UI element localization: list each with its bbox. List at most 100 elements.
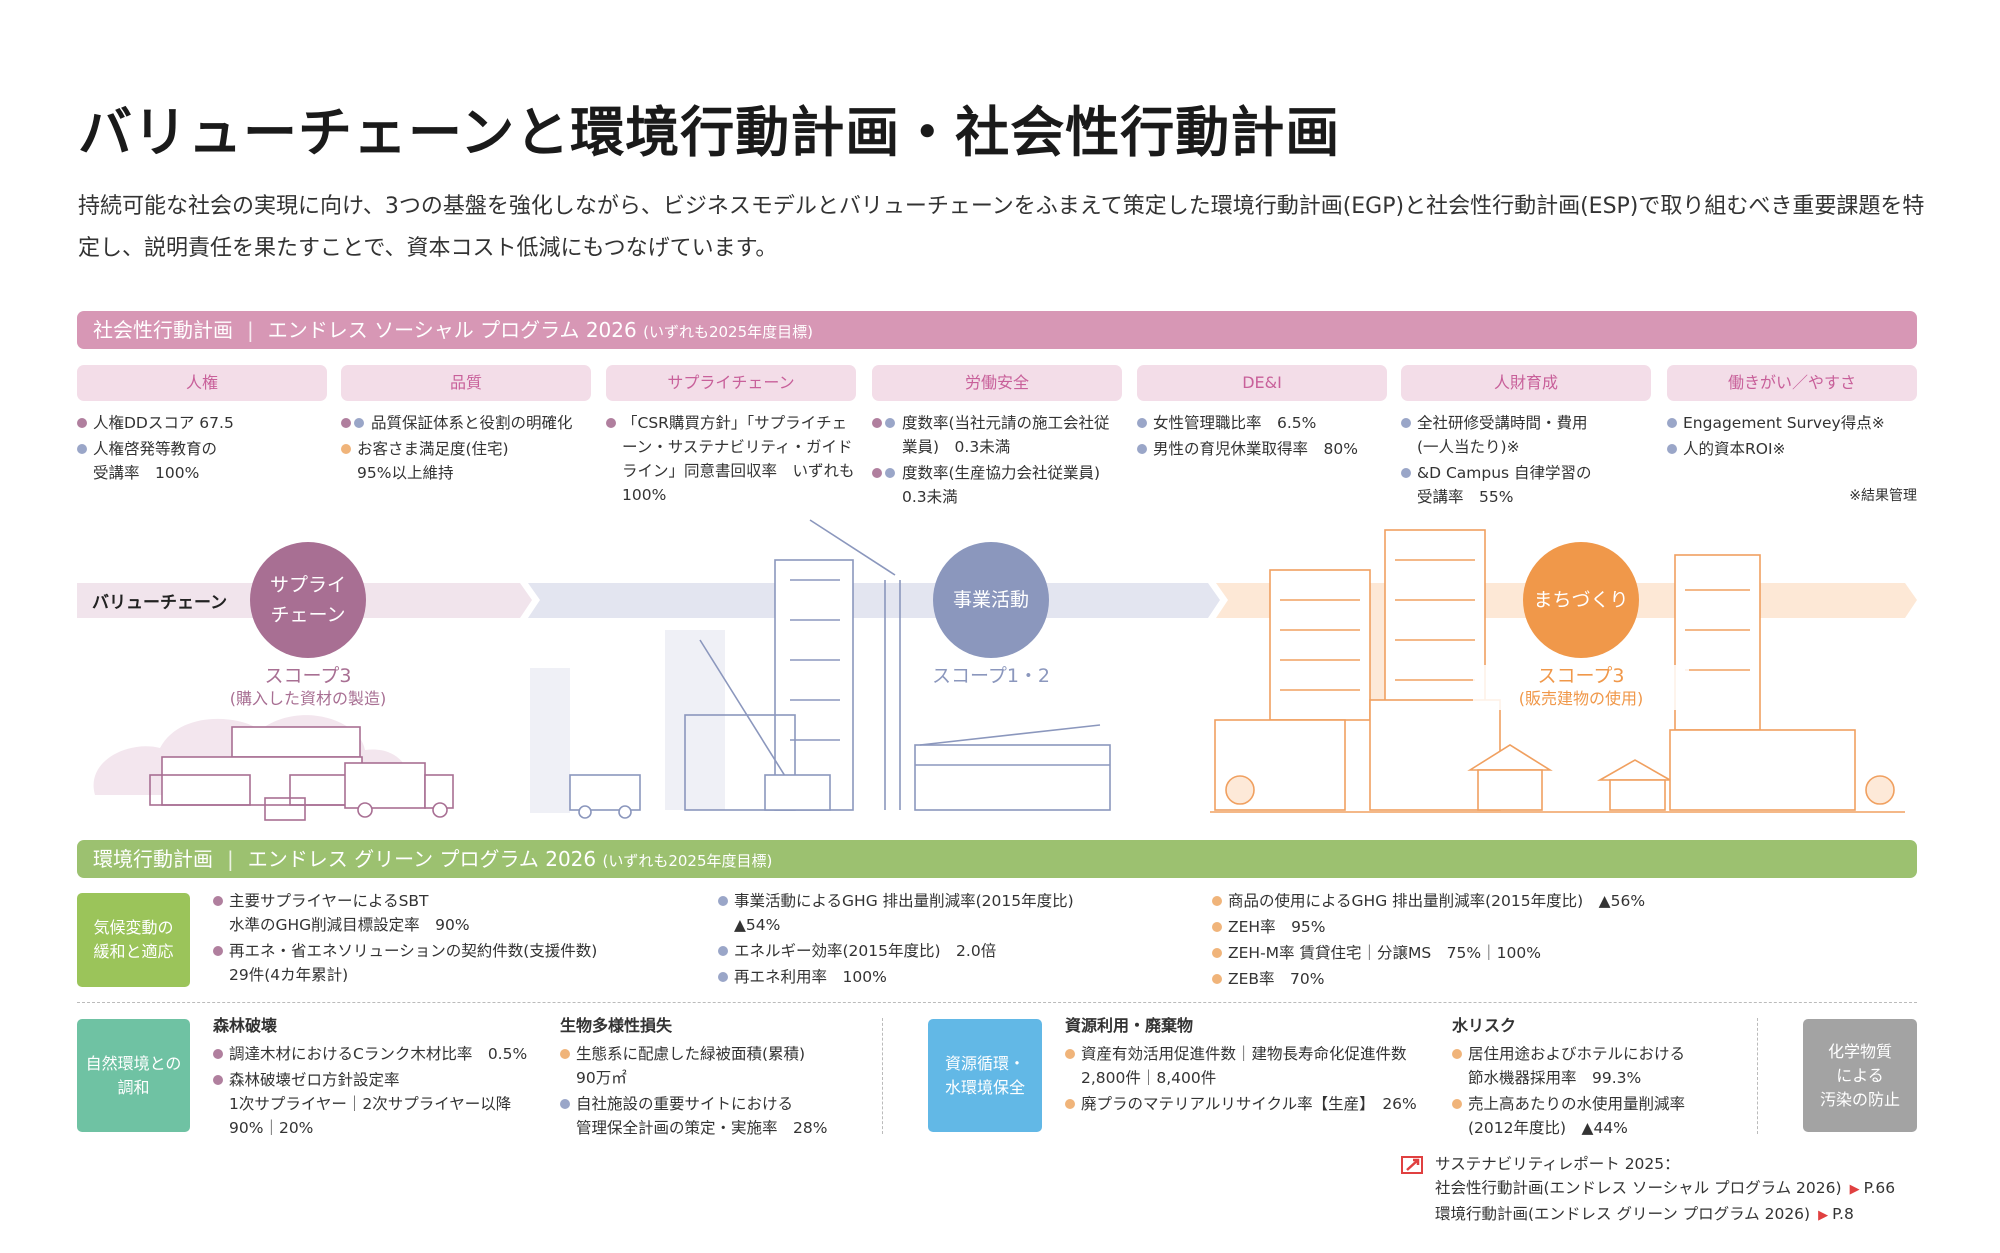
reference-link[interactable]: 環境行動計画(エンドレス グリーン プログラム 2026) ▶ P.8 [1401,1202,1895,1228]
item-text: 全社研修受講時間・費用 (一人当たり)※ [1417,414,1588,456]
list-item: 売上高あたりの水使用量削減率 (2012年度比) ▲44% [1452,1092,1752,1140]
bullet-blue-icon [1137,418,1147,428]
reference-link-text[interactable]: 社会性行動計画(エンドレス ソーシャル プログラム 2026) [1435,1179,1842,1197]
construction-illustration [530,519,1111,819]
bullet-blue-icon [885,418,895,428]
scope-supply-label: スコープ3 [264,665,352,687]
bullet-mauve-icon [606,418,616,428]
reference-page[interactable]: P.8 [1832,1205,1854,1223]
bullet-orange-icon [1212,948,1222,958]
town-illustration [1210,529,1905,813]
social-bar-note: (いずれも2025年度目標) [643,323,813,341]
nature-box: 自然環境との 調和 [77,1019,190,1132]
value-chain-label: バリューチェーン [92,593,228,613]
list-item: 自社施設の重要サイトにおける 管理保全計画の策定・実施率 28% [560,1092,880,1140]
footnote: ※結果管理 [1849,488,1917,504]
bullet-mauve-icon [77,418,87,428]
bullet-mauve-icon [872,468,882,478]
bullet-orange-icon [560,1049,570,1059]
bullet-orange-icon [1065,1049,1075,1059]
list-item: 再エネ・省エネソリューションの契約件数(支援件数) 29件(4カ年累計) [213,939,693,987]
category-items: 品質保証体系と役割の明確化お客さま満足度(住宅) 95%以上維持 [341,411,591,487]
item-text: 「CSR購買方針」「サプライチェーン・サステナビリティ・ガイドライン」同意書回収… [622,414,855,504]
stage-town: まちづくり [1523,542,1639,658]
list-item: 人権啓発等教育の 受講率 100% [77,437,327,485]
green-bar-title: 環境行動計画 [93,847,213,871]
bullet-blue-icon [354,418,364,428]
item-text: 品質保証体系と役割の明確化 [371,414,573,432]
list-item: 資産有効活用促進件数｜建物長寿命化促進件数 2,800件｜8,400件 [1065,1042,1445,1090]
resource-box: 資源循環・ 水環境保全 [928,1019,1042,1132]
item-text: 女性管理職比率 6.5% [1153,414,1317,432]
group-heading: 水リスク [1452,1016,1517,1035]
chemical-box: 化学物質 による 汚染の防止 [1803,1019,1917,1132]
list-item: 生態系に配慮した緑被面積(累積) 90万㎡ [560,1042,880,1090]
item-text: 資産有効活用促進件数｜建物長寿命化促進件数 2,800件｜8,400件 [1081,1045,1407,1087]
green-plan-bar: 環境行動計画 | エンドレス グリーン プログラム 2026 (いずれも2025年度… [77,840,1917,878]
divider [77,1002,1917,1003]
item-text: 主要サプライヤーによるSBT 水準のGHG削減目標設定率 90% [229,892,470,934]
list-item: 再エネ利用率 100% [718,965,1188,989]
bullet-blue-icon [1137,444,1147,454]
nature-group: 生物多様性損失 生態系に配慮した緑被面積(累積) 90万㎡ 自社施設の重要サイトにお… [560,1014,880,1142]
bullet-mauve-icon [213,946,223,956]
list-item: 調達木材におけるCランク木材比率 0.5% [213,1042,553,1066]
group-heading: 資源利用・廃棄物 [1065,1016,1194,1035]
bullet-blue-icon [718,972,728,982]
list-item: 女性管理職比率 6.5% [1137,411,1387,435]
item-text: 再エネ・省エネソリューションの契約件数(支援件数) 29件(4カ年累計) [229,942,598,984]
external-link-icon[interactable] [1401,1156,1423,1174]
bullet-blue-icon [718,896,728,906]
list-item: 「CSR購買方針」「サプライチェーン・サステナビリティ・ガイドライン」同意書回収… [606,411,861,507]
item-text: 生態系に配慮した緑被面積(累積) 90万㎡ [576,1045,806,1087]
bullet-mauve-icon [872,418,882,428]
item-text: 人権啓発等教育の 受講率 100% [93,440,218,482]
item-text: 商品の使用によるGHG 排出量削減率(2015年度比) ▲56% [1228,892,1646,910]
scope-supply-note: (購入した資材の製造) [229,689,387,708]
category-tab: サプライチェーン [606,365,856,401]
list-item: ZEH-M率 賃貸住宅｜分譲MS 75%｜100% [1212,941,1912,965]
category-items: 女性管理職比率 6.5% 男性の育児休業取得率 80% [1137,411,1387,463]
item-text: 度数率(当社元請の施工会社従業員) 0.3未満 [902,414,1110,456]
scope-town-label: スコープ3 [1537,665,1625,687]
reference-link[interactable]: 社会性行動計画(エンドレス ソーシャル プログラム 2026) ▶ P.66 [1401,1176,1895,1202]
list-item: 商品の使用によるGHG 排出量削減率(2015年度比) ▲56% [1212,889,1912,913]
bullet-blue-icon [1401,418,1411,428]
list-item: エネルギー効率(2015年度比) 2.0倍 [718,939,1188,963]
bullet-orange-icon [341,444,351,454]
scope-town: スコープ3 (販売建物の使用) [1473,665,1689,710]
climate-column: 事業活動によるGHG 排出量削減率(2015年度比) ▲54% エネルギー効率(2… [718,889,1188,991]
list-item: 廃プラのマテリアルリサイクル率【生産】 26% [1065,1092,1445,1116]
lead-paragraph: 持続可能な社会の実現に向け、3つの基盤を強化しながら、ビジネスモデルとバリューチ… [78,194,1925,261]
item-text: 森林破壊ゼロ方針設定率 1次サプライヤー｜2次サプライヤー以降 90%｜20% [229,1071,512,1137]
item-text: 居住用途およびホテルにおける 節水機器採用率 99.3% [1468,1045,1686,1087]
reference-page[interactable]: P.66 [1863,1179,1896,1197]
divider [882,1018,883,1134]
item-text: ZEB率 70% [1228,970,1325,988]
nature-group: 森林破壊 調達木材におけるCランク木材比率 0.5% 森林破壊ゼロ方針設定率 1次サ… [213,1014,553,1142]
item-text: 調達木材におけるCランク木材比率 0.5% [229,1045,528,1063]
bullet-blue-icon [1401,468,1411,478]
list-item: 男性の育児休業取得率 80% [1137,437,1387,461]
bullet-blue-icon [1667,418,1677,428]
report-reference: サステナビリティレポート 2025： 社会性行動計画(エンドレス ソーシャル プ… [1401,1152,1895,1228]
bullet-blue-icon [1667,444,1677,454]
list-item: お客さま満足度(住宅) 95%以上維持 [341,437,591,485]
bullet-orange-icon [1065,1099,1075,1109]
reference-link-text[interactable]: 環境行動計画(エンドレス グリーン プログラム 2026) [1435,1205,1811,1223]
factory-illustration [93,715,454,821]
list-item: 主要サプライヤーによるSBT 水準のGHG削減目標設定率 90% [213,889,693,937]
category-items: 全社研修受講時間・費用 (一人当たり)※ &D Campus 自律学習の 受講率 … [1401,411,1651,511]
social-plan-bar: 社会性行動計画 | エンドレス ソーシャル プログラム 2026 (いずれも2025… [77,311,1917,349]
item-text: ZEH率 95% [1228,918,1326,936]
item-text: Engagement Survey得点※ [1683,414,1885,432]
bullet-blue-icon [77,444,87,454]
category-tab: 人財育成 [1401,365,1651,401]
stage-supply-chain: サプライ チェーン [250,542,366,658]
item-text: 再エネ利用率 100% [734,968,887,986]
category-tab: 労働安全 [872,365,1122,401]
climate-box: 気候変動の 緩和と適応 [77,893,190,987]
category-items: 度数率(当社元請の施工会社従業員) 0.3未満 度数率(生産協力会社従業員) 0.… [872,411,1122,511]
list-item: 品質保証体系と役割の明確化 [341,411,591,435]
